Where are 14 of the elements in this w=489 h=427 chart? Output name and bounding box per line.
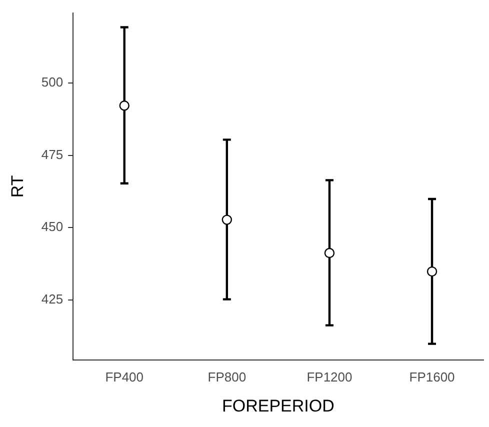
y-axis-title: RT: [8, 175, 27, 198]
point: [324, 248, 335, 258]
y-tick-label: 425: [41, 291, 64, 306]
point: [119, 100, 130, 111]
y-tick-label: 475: [41, 146, 64, 162]
y-tick-label: 500: [41, 74, 64, 90]
x-tick-label: FP800: [208, 369, 246, 384]
x-axis-title: FOREPERIOD: [222, 396, 334, 416]
point: [426, 266, 438, 277]
point: [222, 214, 232, 225]
x-tick-label: FP400: [105, 369, 144, 384]
x-tick-label: FP1200: [306, 369, 352, 384]
x-tick-label: FP1600: [409, 369, 455, 384]
y-tick-label: 450: [41, 219, 64, 234]
